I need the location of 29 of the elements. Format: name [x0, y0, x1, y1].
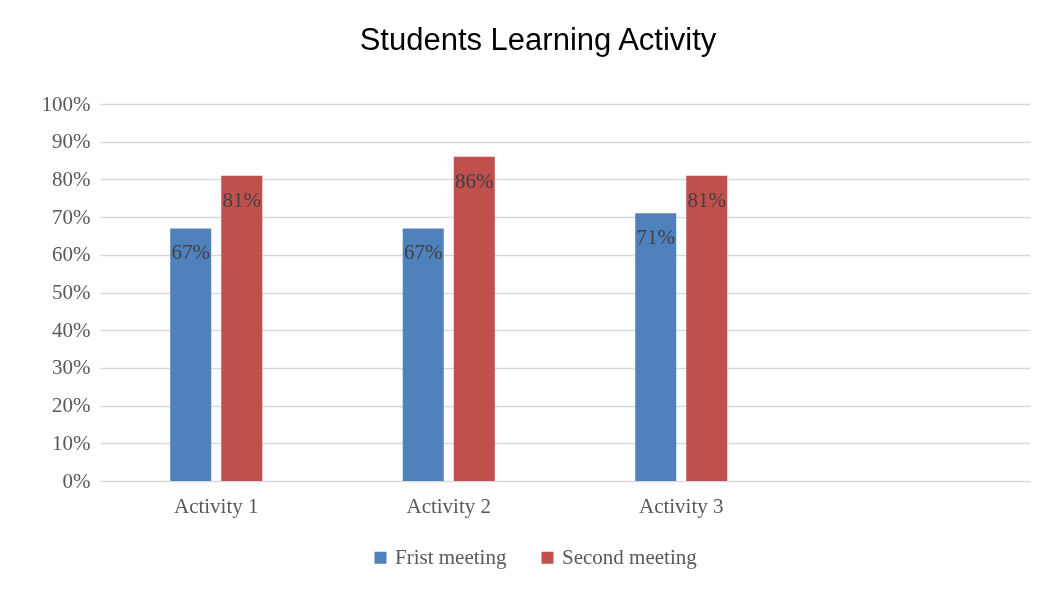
data-label: 71%: [636, 225, 675, 250]
y-tick-label: 40%: [52, 317, 91, 342]
y-tick-label: 20%: [52, 393, 91, 418]
data-label: 81%: [687, 187, 727, 212]
legend-label: Frist meeting: [395, 544, 507, 569]
chart-title: Students Learning Activity: [359, 22, 717, 57]
data-label: 81%: [222, 187, 262, 212]
bar: [686, 175, 728, 481]
x-tick-label: Activity 3: [638, 493, 724, 518]
y-tick-label: 90%: [52, 129, 91, 154]
y-tick-label: 0%: [62, 468, 91, 493]
bar: [402, 228, 444, 481]
data-label: 67%: [171, 240, 210, 265]
data-label: 86%: [455, 168, 494, 193]
y-tick-label: 50%: [52, 280, 91, 304]
y-tick-label: 10%: [52, 430, 91, 455]
y-tick-label: 30%: [52, 355, 91, 380]
y-tick-label: 80%: [52, 166, 91, 191]
x-tick-label: Activity 1: [173, 493, 259, 518]
legend-label: Second meeting: [562, 544, 698, 569]
y-tick-label: 60%: [52, 242, 91, 267]
bar: [221, 175, 263, 481]
bar: [635, 213, 677, 481]
y-tick-label: 70%: [52, 204, 91, 229]
y-tick-label: 100%: [41, 91, 91, 116]
bar: [453, 156, 495, 481]
x-tick-label: Activity 2: [406, 493, 492, 518]
bar: [170, 228, 212, 481]
data-label: 67%: [403, 240, 443, 265]
